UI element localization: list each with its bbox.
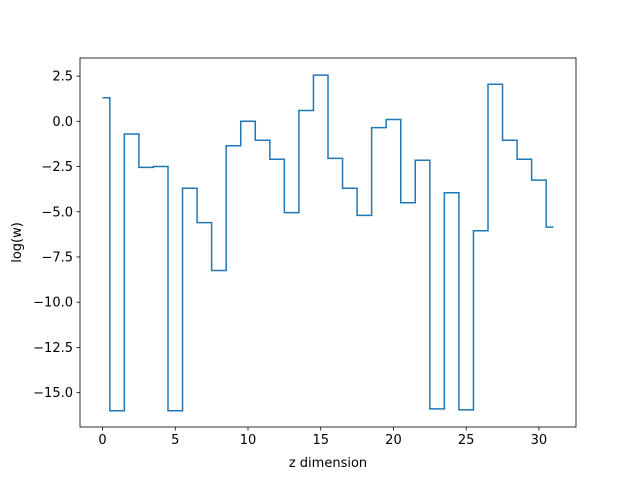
x-axis-label: z dimension — [289, 456, 367, 471]
y-tick-label: 0.0 — [52, 115, 73, 130]
x-tick-label: 0 — [98, 433, 106, 448]
x-tick-label: 20 — [385, 433, 402, 448]
x-tick-label: 15 — [312, 433, 329, 448]
y-tick-label: −7.5 — [41, 250, 73, 265]
y-tick-label: −10.0 — [33, 296, 73, 311]
y-tick-label: −2.5 — [41, 160, 73, 175]
plot-area — [102, 74, 554, 412]
y-tick-label: 2.5 — [52, 70, 73, 85]
axis-ticks: 0 5 10 15 20 25 30 2.5 0.0 −2.5 −5.0 −7.5 −10.0 −12.5… — [33, 70, 547, 448]
y-tick-label: −12.5 — [33, 341, 73, 356]
series-step-line — [102, 74, 554, 412]
x-tick-label: 5 — [171, 433, 179, 448]
axes-frame — [79, 57, 577, 428]
y-axis-label: log(w) — [10, 222, 25, 263]
y-tick-label: −15.0 — [33, 386, 73, 401]
y-tick-label: −5.0 — [41, 205, 73, 220]
x-tick-label: 10 — [240, 433, 257, 448]
x-tick-label: 30 — [531, 433, 548, 448]
x-tick-label: 25 — [458, 433, 475, 448]
